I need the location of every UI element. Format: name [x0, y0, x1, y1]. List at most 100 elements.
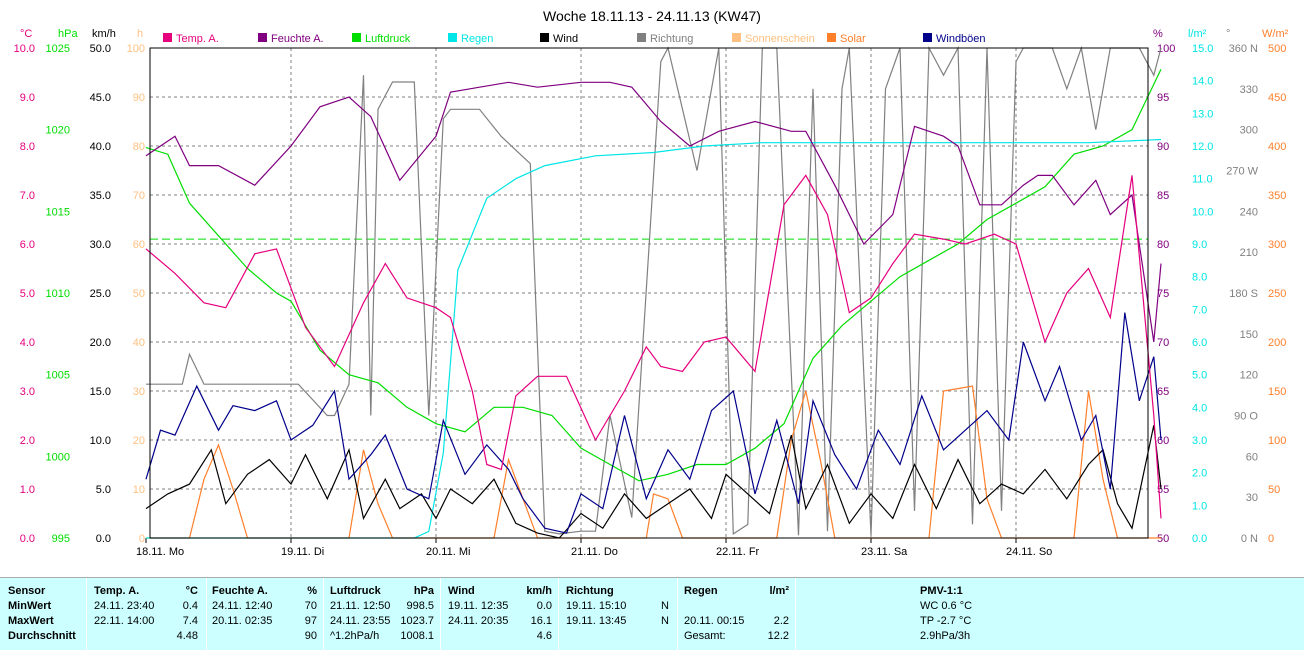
luftdruck-min-value: 998.5	[406, 600, 434, 612]
pressure-tick-label: 1000	[46, 451, 70, 463]
sun-tick-label: 0	[139, 533, 145, 545]
sun-tick-label: 50	[133, 288, 145, 300]
regen-total-label: Gesamt:	[684, 630, 726, 642]
legend-swatch	[827, 33, 836, 42]
temp-tick-label: 0.0	[20, 533, 35, 545]
series-line-regen	[146, 138, 1162, 539]
plot-area-frame	[149, 47, 1149, 539]
wind-tick-label: 5.0	[96, 484, 111, 496]
temp-tick-label: 4.0	[20, 337, 35, 349]
solar-tick-label: 250	[1268, 288, 1286, 300]
regen-total-value: 12.2	[767, 630, 789, 642]
feuchte-min-value: 70	[304, 600, 317, 612]
direction-tick-label: 180 S	[1229, 288, 1258, 300]
direction-tick-label: 0 N	[1241, 533, 1258, 545]
temp-unit: °C	[185, 585, 198, 597]
legend-swatch	[637, 33, 646, 42]
legend-label: Luftdruck	[365, 33, 411, 45]
direction-tick-label: 120	[1240, 370, 1258, 382]
unit-label: l/m²	[1188, 28, 1207, 40]
rain-tick-label: 13.0	[1192, 108, 1213, 120]
unit-label: °	[1226, 28, 1230, 40]
luftdruck-avg-value: 1008.1	[400, 630, 434, 642]
series-line-temp-a-	[145, 174, 1162, 519]
series-line-feuchte-a-	[145, 81, 1162, 343]
direction-tick-label: 240	[1240, 206, 1258, 218]
temp-tick-label: 8.0	[20, 141, 35, 153]
temp-tick-label: 2.0	[20, 435, 35, 447]
x-tick-label: 23.11. Sa	[861, 546, 908, 558]
legend-swatch	[163, 33, 172, 42]
wind-unit: km/h	[526, 585, 552, 597]
sun-tick-label: 40	[133, 337, 145, 349]
humidity-tick-label: 60	[1157, 435, 1169, 447]
sun-tick-label: 60	[133, 239, 145, 251]
regen-column: Regen l/m² 20.11. 00:15 2.2 Gesamt: 12.2	[678, 578, 796, 650]
feuchte-avg-value: 90	[304, 630, 317, 642]
regen-unit: l/m²	[769, 585, 789, 597]
rain-tick-label: 3.0	[1192, 435, 1207, 447]
direction-tick-label: 90 O	[1234, 411, 1258, 423]
humidity-tick-label: 65	[1157, 386, 1169, 398]
rain-tick-label: 14.0	[1192, 76, 1213, 88]
row-label-min: MinWert	[8, 600, 52, 612]
direction-tick-label: 360 N	[1229, 43, 1258, 55]
luftdruck-min-time: 21.11. 12:50	[330, 600, 391, 612]
luftdruck-trend: ^1.2hPa/h	[330, 630, 380, 642]
richtung-max-value: N	[661, 615, 669, 627]
rain-tick-label: 8.0	[1192, 272, 1207, 284]
humidity-tick-label: 95	[1157, 92, 1169, 104]
x-tick-label: 19.11. Di	[281, 546, 324, 558]
x-tick-label: 22.11. Fr	[716, 546, 760, 558]
series-layer	[145, 45, 1162, 539]
wind-tick-label: 45.0	[90, 92, 111, 104]
legend-label: Richtung	[650, 33, 693, 45]
legend-label: Solar	[840, 33, 866, 45]
pressure-tick-label: 1025	[46, 43, 70, 55]
wind-header: Wind	[448, 585, 475, 597]
x-tick-label: 20.11. Mi	[426, 546, 470, 558]
temp-max-time: 22.11. 14:00	[94, 615, 155, 627]
pmv-header: PMV-1:1	[920, 585, 963, 597]
weather-chart: Woche 18.11.13 - 24.11.13 (KW47) Temp. A…	[13, 8, 1289, 558]
luftdruck-header: Luftdruck	[330, 585, 381, 597]
rain-tick-label: 12.0	[1192, 141, 1213, 153]
series-line-luftdruck	[145, 68, 1162, 482]
rain-tick-label: 9.0	[1192, 239, 1207, 251]
direction-tick-label: 60	[1246, 451, 1258, 463]
wind-min-time: 19.11. 12:35	[448, 600, 509, 612]
direction-tick-label: 270 W	[1226, 166, 1258, 178]
wind-avg-value: 4.6	[536, 630, 552, 642]
axis-unit-labels: °C hPa km/h h% l/m² ° W/m²	[20, 28, 1289, 40]
pmv-windchill: WC 0.6 °C	[920, 600, 973, 612]
wind-max-time: 24.11. 20:35	[448, 615, 509, 627]
temp-column: Temp. A. °C 24.11. 23:40 0.4 22.11. 14:0…	[87, 578, 207, 650]
row-label-max: MaxWert	[8, 615, 54, 627]
pressure-tick-label: 1020	[46, 125, 70, 137]
direction-tick-label: 150	[1240, 329, 1258, 341]
legend-label: Windböen	[936, 33, 986, 45]
temp-tick-label: 10.0	[14, 43, 35, 55]
direction-tick-label: 210	[1240, 247, 1258, 259]
legend-swatch	[448, 33, 457, 42]
wind-tick-label: 50.0	[90, 43, 111, 55]
solar-tick-label: 400	[1268, 141, 1286, 153]
luftdruck-max-time: 24.11. 23:55	[330, 615, 391, 627]
chart-title: Woche 18.11.13 - 24.11.13 (KW47)	[543, 8, 761, 24]
series-line-wind	[145, 425, 1162, 539]
temp-header: Temp. A.	[94, 585, 140, 597]
wind-tick-label: 35.0	[90, 190, 111, 202]
regen-max-value: 2.2	[773, 615, 789, 627]
richtung-min-value: N	[661, 600, 669, 612]
rain-tick-label: 4.0	[1192, 402, 1207, 414]
solar-tick-label: 0	[1268, 533, 1274, 545]
rain-tick-label: 5.0	[1192, 370, 1207, 382]
sun-tick-label: 30	[133, 386, 145, 398]
pressure-tick-label: 995	[52, 533, 70, 545]
grid-lines	[150, 48, 1148, 538]
feuchte-max-value: 97	[304, 615, 317, 627]
rain-tick-label: 2.0	[1192, 468, 1207, 480]
legend-label: Regen	[461, 33, 493, 45]
feuchte-min-time: 24.11. 12:40	[212, 600, 273, 612]
pressure-tick-label: 1010	[46, 288, 70, 300]
